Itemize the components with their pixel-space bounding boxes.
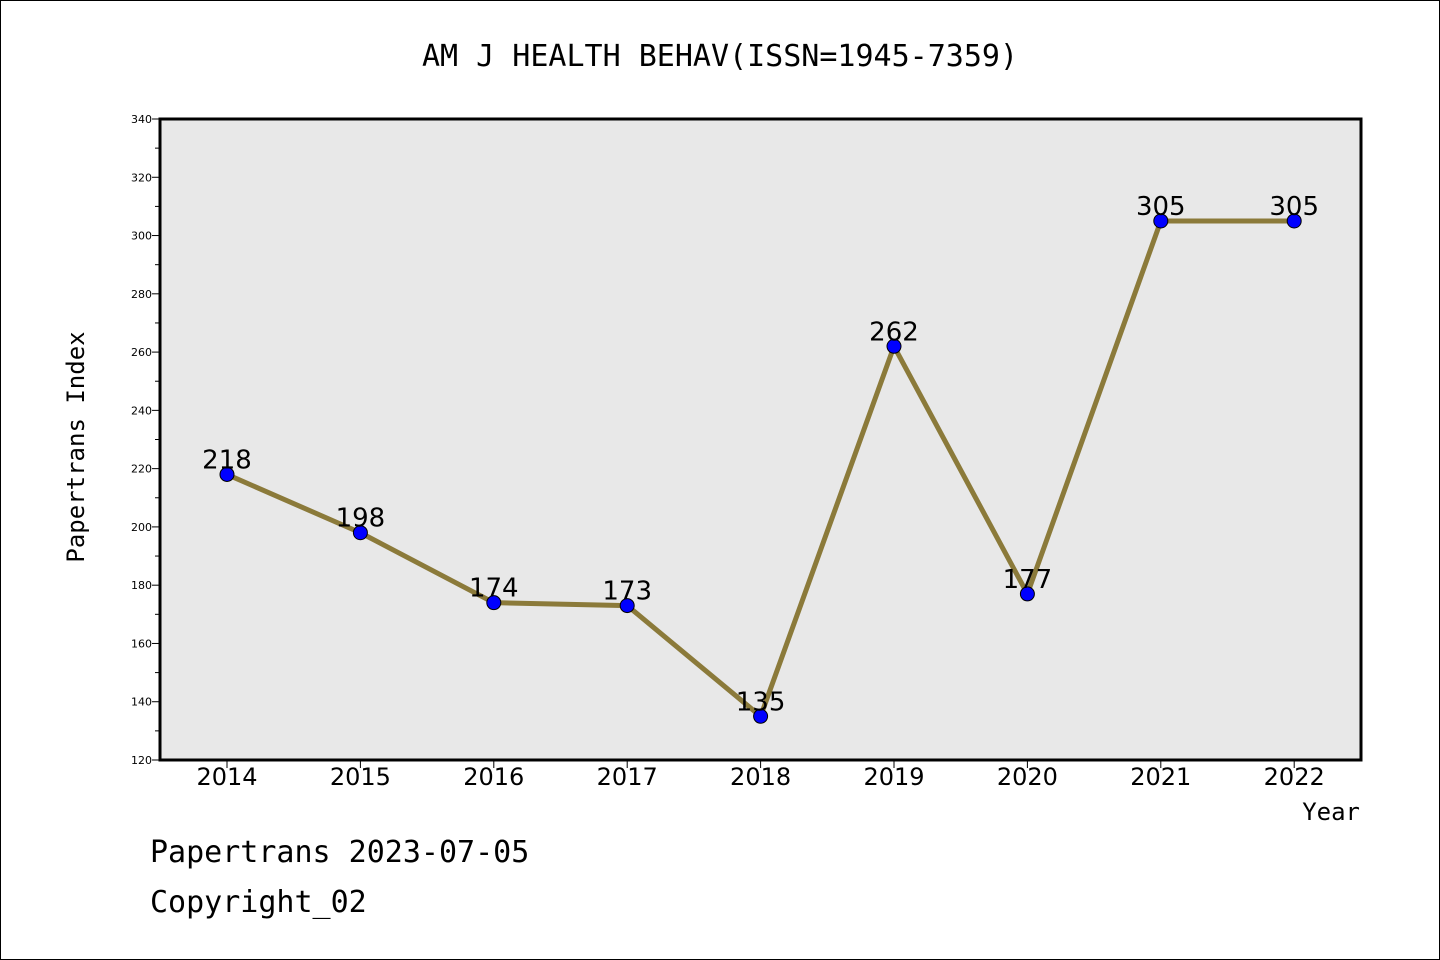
footer-copyright: Copyright_02 <box>150 885 367 920</box>
y-tick-label: 140 <box>131 696 152 709</box>
data-point <box>753 708 769 724</box>
x-tick-label: 2020 <box>997 763 1058 791</box>
x-axis: 2014 2015 2016 2017 2018 2019 2020 2021 2022 <box>196 760 1325 791</box>
x-tick-label: 2022 <box>1264 763 1325 791</box>
line-segment <box>224 471 363 536</box>
y-tick-label: 160 <box>131 637 152 650</box>
data-markers <box>219 213 1302 724</box>
data-point <box>1019 586 1035 602</box>
line-segment <box>357 530 497 606</box>
y-tick-label: 200 <box>131 521 152 534</box>
y-tick-label: 260 <box>131 346 152 359</box>
data-label: 173 <box>602 577 652 607</box>
data-point <box>619 598 635 614</box>
y-tick-label: 320 <box>131 171 152 184</box>
line-segment <box>891 343 1030 597</box>
y-tick-label: 340 <box>131 113 152 126</box>
x-tick-label: 2018 <box>730 763 791 791</box>
chart-title: AM J HEALTH BEHAV(ISSN=1945-7359) <box>422 39 1018 74</box>
x-axis-label: Year <box>1302 798 1360 826</box>
x-tick-label: 2014 <box>196 763 257 791</box>
data-point <box>486 595 502 611</box>
x-tick-label: 2017 <box>597 763 658 791</box>
y-tick-label: 300 <box>131 230 152 243</box>
x-tick-label: 2015 <box>330 763 391 791</box>
y-tick-label: 120 <box>131 754 152 767</box>
data-labels: 218 198 174 173 135 262 177 305 305 <box>202 192 1319 717</box>
x-tick-label: 2021 <box>1130 763 1191 791</box>
data-point <box>1286 213 1302 229</box>
line-segment <box>758 343 897 719</box>
y-tick-label: 240 <box>131 404 152 417</box>
data-point <box>1153 213 1169 229</box>
x-tick-label: 2016 <box>463 763 524 791</box>
x-tick-label: 2019 <box>863 763 924 791</box>
y-tick-label: 280 <box>131 288 152 301</box>
data-label: 174 <box>469 574 519 604</box>
y-axis: 120 140 160 180 200 220 240 260 280 300 320 340 <box>131 113 160 767</box>
data-label: 305 <box>1269 192 1319 222</box>
data-label: 218 <box>202 445 252 475</box>
data-label: 135 <box>736 687 786 717</box>
line-segment <box>624 603 764 719</box>
data-point <box>219 466 235 482</box>
data-point <box>886 338 902 354</box>
data-label: 262 <box>869 317 919 347</box>
line-segment <box>1024 218 1164 597</box>
series-line <box>224 218 1297 719</box>
data-label: 198 <box>336 504 386 534</box>
data-point <box>352 525 368 541</box>
data-label: 305 <box>1136 192 1186 222</box>
line-segment <box>491 600 630 609</box>
y-tick-label: 220 <box>131 463 152 476</box>
y-axis-label: Papertrans Index <box>62 331 90 562</box>
footer-date: Papertrans 2023-07-05 <box>150 835 530 870</box>
data-label: 177 <box>1003 565 1053 595</box>
y-tick-label: 180 <box>131 579 152 592</box>
